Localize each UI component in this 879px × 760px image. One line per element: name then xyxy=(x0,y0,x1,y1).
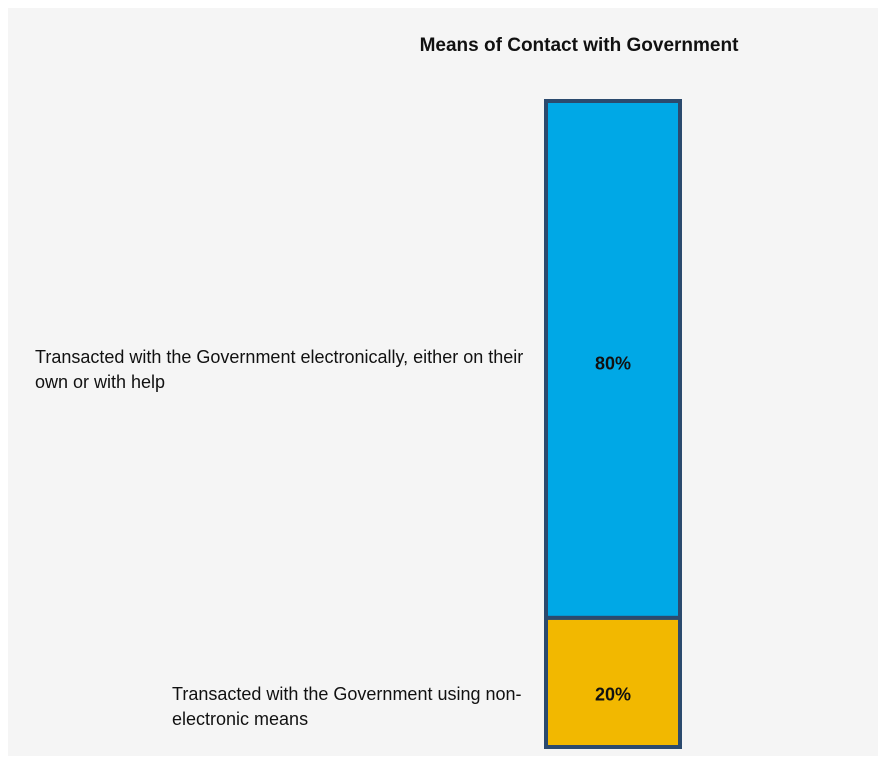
category-label-non-electronic: Transacted with the Government using non… xyxy=(172,684,522,729)
bar-value-label-20: 20% xyxy=(595,684,631,704)
category-label-electronic: Transacted with the Government electroni… xyxy=(35,347,524,392)
chart-panel xyxy=(8,8,878,756)
bar-segment-80 xyxy=(544,99,682,620)
chart-title: Means of Contact with Government xyxy=(419,35,739,56)
bar-value-label-80: 80% xyxy=(595,354,631,374)
bar-stack: 20% 80% xyxy=(544,99,682,749)
bar-segment-20 xyxy=(544,615,682,749)
